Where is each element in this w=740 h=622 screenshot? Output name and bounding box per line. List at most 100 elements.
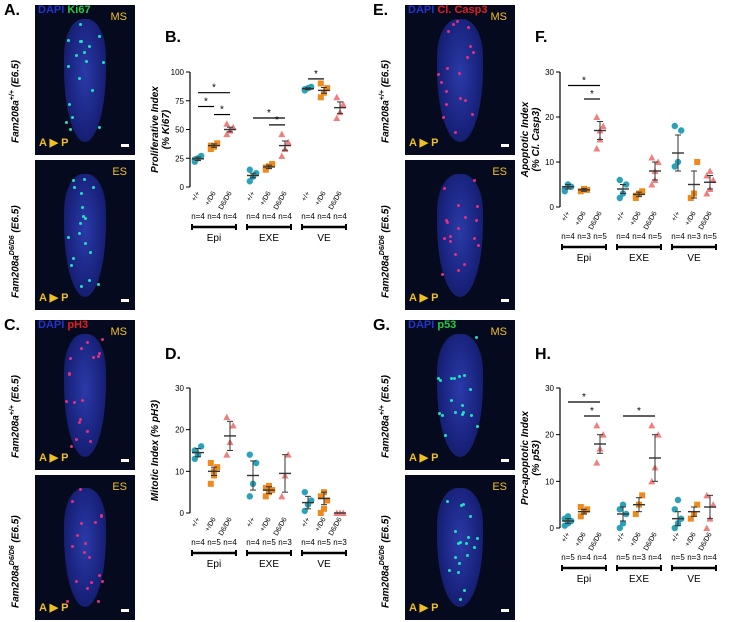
scale-bar xyxy=(501,144,509,147)
n-label: n=4 xyxy=(207,212,221,221)
micrograph-c-bottom: ES A ▶ P xyxy=(35,475,135,620)
micrograph-g-top: MS A ▶ P DAPI p53 xyxy=(405,320,515,470)
stain-dot xyxy=(71,115,75,119)
n-label: n=4 xyxy=(246,538,260,547)
stain-dot xyxy=(443,433,447,437)
data-point-het xyxy=(687,515,694,522)
y-tick-label: 10 xyxy=(545,477,554,486)
group-label: VE xyxy=(317,559,331,570)
genotype-tick-label: +/D6 xyxy=(259,516,273,533)
stain-dot xyxy=(472,237,476,241)
stain-dot xyxy=(64,399,68,403)
data-point-wt xyxy=(674,496,682,504)
data-point-wt xyxy=(619,520,627,527)
embryo-shape xyxy=(64,173,106,297)
data-point-het xyxy=(317,493,324,500)
channel-header: DAPI p53 xyxy=(408,320,457,331)
stain-dot xyxy=(449,234,453,238)
stain-dot xyxy=(437,72,441,76)
stain-dot xyxy=(460,503,464,507)
panel-label-a: A. xyxy=(4,2,20,19)
data-point-het xyxy=(266,482,272,489)
stain-dot xyxy=(79,521,83,525)
genotype-tick-label: +/+ xyxy=(301,517,312,529)
panel-label: D. xyxy=(165,346,181,363)
data-point-het xyxy=(207,460,214,466)
data-point-het xyxy=(207,146,214,153)
genotype-tick-label: +/+ xyxy=(191,517,202,529)
data-point-het xyxy=(317,510,324,516)
data-point-ko xyxy=(654,158,662,165)
data-point-het xyxy=(639,492,646,499)
arrow-right-icon: ▶ xyxy=(46,292,62,304)
stage-label: ES xyxy=(492,481,507,493)
stain-dot xyxy=(452,23,456,27)
stain-dot xyxy=(83,550,87,554)
stain-dot xyxy=(85,586,89,590)
genotype-tick-label: +/+ xyxy=(246,191,257,203)
genotype-tick-label: +/D6 xyxy=(204,516,218,533)
y-tick-label: 20 xyxy=(545,431,554,440)
genotype-tick-label: +/D6 xyxy=(314,190,328,207)
data-point-het xyxy=(317,94,324,101)
stain-dot xyxy=(454,556,458,560)
genotype-tick-label: +/D6 xyxy=(574,531,588,548)
stain-dot xyxy=(84,241,87,245)
stain-dot xyxy=(441,413,445,417)
stain-dot xyxy=(75,53,79,57)
stain-dot xyxy=(87,45,91,49)
stain-dot xyxy=(438,411,442,415)
genotype-tick-label: +/+ xyxy=(616,532,627,544)
stain-dot xyxy=(444,102,448,106)
stain-dot xyxy=(84,59,88,63)
stain-dot xyxy=(89,251,93,255)
stain-dot xyxy=(67,38,71,42)
data-point-ko xyxy=(593,421,601,429)
stain-dot xyxy=(85,429,89,433)
data-point-ko xyxy=(703,524,711,531)
stain-dot xyxy=(79,40,83,44)
stain-dot xyxy=(448,568,452,572)
data-point-wt xyxy=(253,170,260,177)
n-label: n=4 xyxy=(577,553,591,562)
genotype-tick-label: +/D6 xyxy=(204,190,218,207)
stain-dot xyxy=(465,55,469,59)
micrograph-e-top: MS A ▶ P DAPI Cl. Casp3 xyxy=(405,5,515,155)
micrograph-g-bottom: ES A ▶ P xyxy=(405,475,515,620)
micrograph-e-bottom: ES A ▶ P xyxy=(405,160,515,310)
significance-star: * xyxy=(212,83,216,94)
genotype-tick-label: D6/D6 xyxy=(698,210,714,231)
n-label: n=3 xyxy=(278,538,292,547)
stain-dot xyxy=(470,113,474,117)
stain-dot xyxy=(80,191,84,195)
n-label: n=5 xyxy=(561,553,575,562)
scale-bar xyxy=(121,144,129,147)
genotype-tick-label: +/D6 xyxy=(314,516,328,533)
stain-dot xyxy=(91,355,95,359)
group-label: EXE xyxy=(259,233,279,244)
stain-dot xyxy=(445,66,449,70)
genotype-tick-label: +/D6 xyxy=(629,531,643,548)
scale-bar xyxy=(501,609,509,612)
stain-dot xyxy=(439,379,443,383)
stain-dot xyxy=(88,278,92,282)
stain-dot xyxy=(461,403,465,407)
group-label: EXE xyxy=(629,574,649,585)
significance-star: * xyxy=(582,76,586,87)
genotype-tick-label: +/+ xyxy=(671,211,682,223)
genotype-tick-label: D6/D6 xyxy=(328,190,344,211)
stain-dot xyxy=(457,226,461,230)
group-label: Epi xyxy=(577,253,591,264)
stain-dot xyxy=(458,97,462,101)
stain-dot xyxy=(467,25,471,29)
n-label: n=4 xyxy=(223,212,237,221)
stain-dot xyxy=(475,218,479,222)
stain-dot xyxy=(98,574,102,578)
genotype-tick-label: D6/D6 xyxy=(588,531,604,552)
data-point-wt xyxy=(246,178,253,185)
stain-dot xyxy=(465,541,469,545)
data-point-wt xyxy=(671,122,678,130)
stain-dot xyxy=(470,414,474,418)
stain-dot xyxy=(456,204,460,208)
embryo-shape xyxy=(436,18,484,142)
